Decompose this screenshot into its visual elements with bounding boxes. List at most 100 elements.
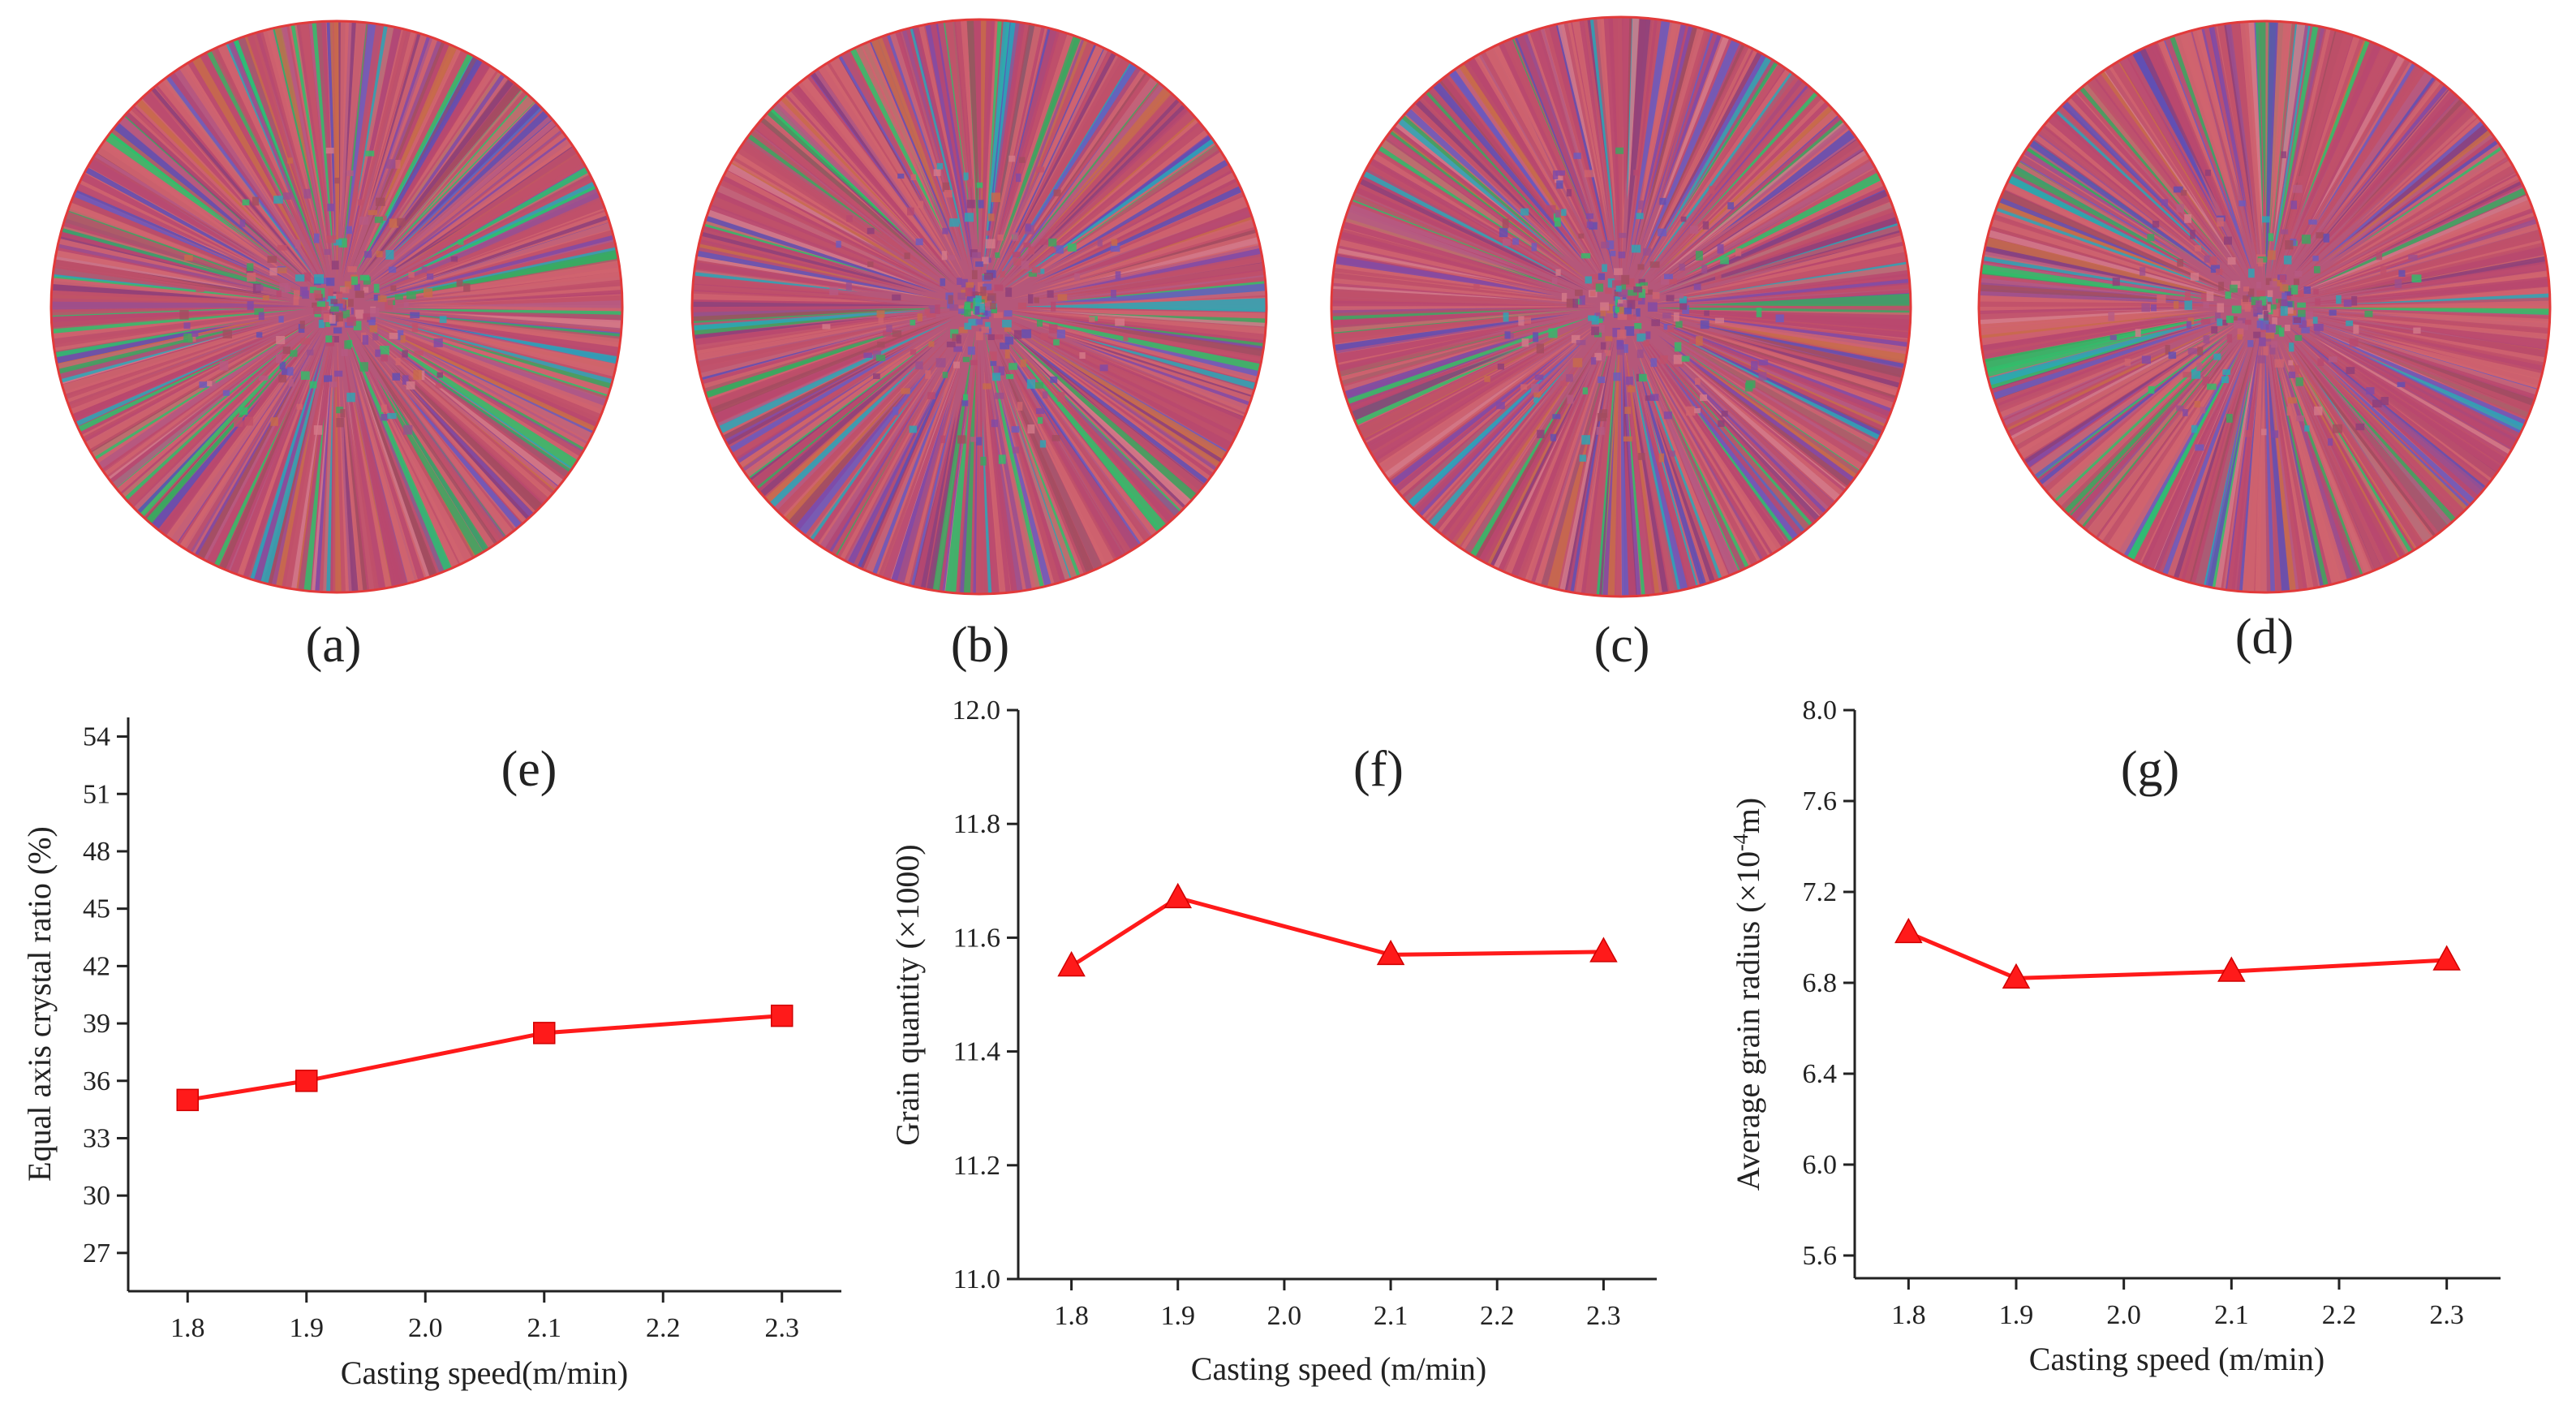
grain-streak	[1988, 355, 2156, 433]
grain-fleck	[365, 150, 375, 157]
grain-streak	[2036, 103, 2226, 273]
grain-streak	[1625, 344, 1662, 597]
grain-fleck	[342, 309, 350, 319]
grain-fleck	[985, 321, 991, 329]
grain-fleck	[2343, 299, 2352, 308]
grain-fleck	[2301, 235, 2312, 244]
grain-fleck	[1590, 357, 1597, 365]
grain-fleck	[2328, 356, 2337, 363]
grain-streak	[730, 336, 938, 486]
grain-streak	[821, 43, 954, 264]
grain-fleck	[313, 425, 323, 435]
x-tick-label: 1.9	[1161, 1301, 1196, 1331]
grain-fleck	[381, 354, 388, 362]
grain-fleck	[2211, 326, 2218, 334]
grain-fleck	[2290, 239, 2297, 246]
grain-fleck	[1591, 326, 1599, 335]
grain-fleck	[1735, 248, 1742, 256]
grain-streak	[391, 415, 480, 578]
grain-streak	[2355, 104, 2491, 226]
grain-fleck	[406, 291, 416, 299]
grain-streak	[361, 372, 450, 589]
grain-streak	[1581, 17, 1610, 206]
grain-fleck	[359, 216, 369, 225]
grain-streak	[897, 19, 970, 273]
grain-streak	[2271, 349, 2322, 592]
grain-streak	[1379, 353, 1563, 502]
grain-streak	[692, 329, 905, 403]
grain-fleck	[917, 313, 922, 321]
grain-fleck	[2244, 304, 2251, 312]
grain-fleck	[402, 350, 408, 358]
grain-streak	[1008, 385, 1090, 593]
grain-streak	[703, 319, 953, 441]
grain-fleck	[1000, 342, 1009, 350]
grain-streak	[714, 344, 914, 461]
grain-streak	[1632, 392, 1671, 597]
grain-streak	[1632, 366, 1684, 597]
grain-streak	[307, 21, 331, 242]
grain-fleck	[1556, 180, 1563, 189]
x-tick-label: 2.0	[1267, 1301, 1302, 1331]
grain-streak	[1634, 329, 1781, 571]
grain-fleck	[1624, 326, 1635, 336]
grain-fleck	[978, 200, 984, 209]
grain-streak	[2111, 42, 2232, 248]
grain-streak	[1486, 413, 1570, 583]
grain-streak	[802, 57, 919, 222]
grain-fleck	[347, 266, 357, 273]
grain-streak	[953, 19, 974, 238]
grain-fleck	[873, 373, 880, 380]
grain-streak	[1717, 172, 1897, 261]
grain-fleck	[326, 235, 337, 243]
grain-fleck	[2245, 430, 2251, 437]
grain-streak	[1417, 72, 1569, 246]
grain-streak	[1624, 417, 1637, 597]
grain-fleck	[256, 284, 264, 291]
grain-fleck	[986, 230, 992, 236]
grain-fleck	[2176, 204, 2184, 213]
grain-fleck	[1640, 282, 1648, 289]
grain-fleck	[1636, 349, 1644, 359]
grain-streak	[1679, 288, 1911, 304]
grain-fleck	[2187, 347, 2198, 355]
grain-fleck	[2230, 316, 2238, 323]
grain-streak	[1628, 407, 1647, 597]
grain-fleck	[957, 435, 966, 444]
panel-label-b: (b)	[951, 618, 1009, 673]
grain-fleck	[1037, 416, 1043, 424]
grain-streak	[2360, 127, 2512, 239]
grain-streak	[451, 313, 622, 330]
grain-streak	[372, 385, 467, 582]
grain-fleck	[1012, 232, 1019, 242]
grain-streak	[1349, 349, 1541, 454]
x-tick-label: 2.3	[1586, 1301, 1621, 1331]
grain-fleck	[1618, 251, 1626, 259]
grain-fleck	[2288, 360, 2294, 366]
grain-fleck	[327, 203, 335, 212]
grain-fleck	[1600, 342, 1606, 350]
grain-streak	[1568, 17, 1602, 185]
grain-fleck	[376, 251, 383, 258]
grain-streak	[738, 337, 940, 497]
grain-streak	[1348, 327, 1582, 450]
grain-streak	[809, 356, 947, 562]
grain-streak	[1706, 364, 1877, 480]
grain-fleck	[926, 311, 936, 318]
grain-streak	[1736, 281, 1911, 299]
grain-fleck	[2261, 216, 2270, 223]
grain-fleck	[1720, 256, 1729, 265]
series-line	[1070, 895, 1604, 968]
grain-streak	[2346, 114, 2503, 241]
grain-streak	[1998, 350, 2186, 458]
grain-fleck	[1502, 239, 1511, 246]
grain-streak	[776, 383, 913, 538]
grain-fleck	[2200, 407, 2206, 414]
grain-fleck	[346, 317, 356, 326]
grain-streak	[1979, 315, 2221, 373]
grain-streak	[64, 349, 248, 439]
grain-streak	[1979, 310, 2193, 330]
grain-streak	[1035, 380, 1167, 550]
panel-label-a: (a)	[306, 618, 362, 673]
grain-fleck	[381, 404, 387, 412]
